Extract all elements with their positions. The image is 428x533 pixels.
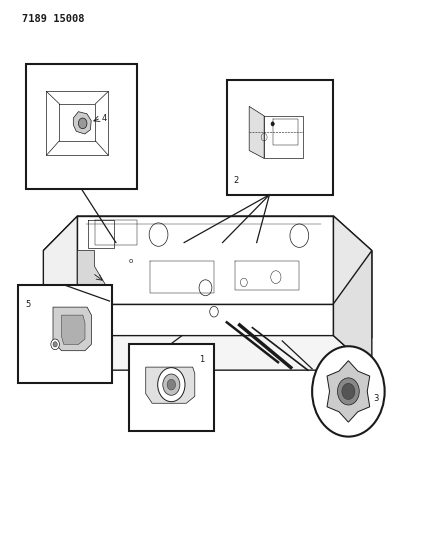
Circle shape <box>312 346 385 437</box>
Polygon shape <box>146 367 195 403</box>
Circle shape <box>51 339 59 350</box>
Text: o: o <box>129 258 133 264</box>
Text: 2: 2 <box>233 176 238 185</box>
Polygon shape <box>249 107 264 158</box>
Polygon shape <box>43 216 77 338</box>
Circle shape <box>167 379 175 390</box>
Polygon shape <box>43 216 372 251</box>
Polygon shape <box>333 251 372 370</box>
Polygon shape <box>73 112 91 134</box>
Polygon shape <box>43 336 372 370</box>
Circle shape <box>78 118 87 128</box>
Circle shape <box>163 374 180 395</box>
Polygon shape <box>77 251 107 298</box>
Polygon shape <box>77 304 333 336</box>
Polygon shape <box>327 361 370 422</box>
Circle shape <box>342 383 355 400</box>
Polygon shape <box>43 304 77 370</box>
Text: 7189 15008: 7189 15008 <box>22 14 84 24</box>
Text: 1: 1 <box>199 355 204 364</box>
Text: 4: 4 <box>102 114 107 123</box>
Polygon shape <box>333 216 372 338</box>
Circle shape <box>158 368 185 402</box>
Polygon shape <box>62 315 85 344</box>
Bar <box>129 344 214 431</box>
Circle shape <box>53 342 57 347</box>
Circle shape <box>338 378 359 405</box>
Circle shape <box>271 122 274 126</box>
Text: 5: 5 <box>25 300 31 309</box>
Text: 3: 3 <box>374 394 379 403</box>
Bar <box>26 64 137 189</box>
Bar <box>227 80 333 195</box>
Polygon shape <box>53 307 92 351</box>
Polygon shape <box>77 216 333 304</box>
Bar <box>18 285 112 383</box>
